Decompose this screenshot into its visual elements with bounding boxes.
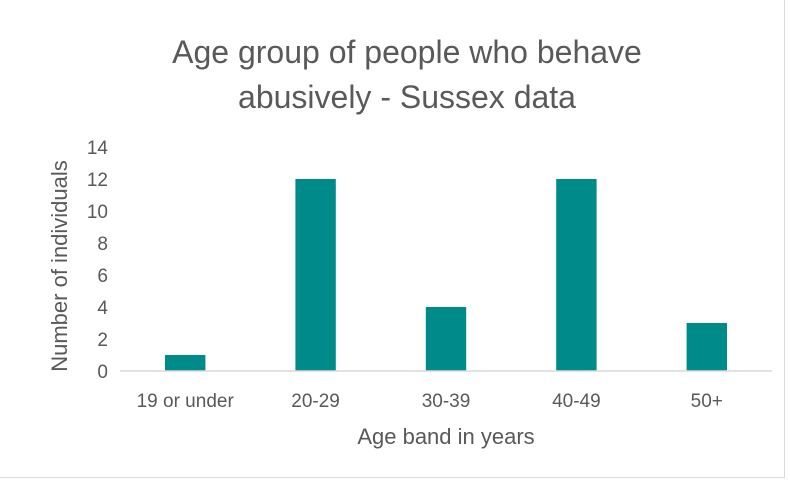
x-tick-label-4: 50+ (691, 391, 723, 412)
x-tick-label-2: 30-39 (422, 391, 471, 412)
y-tick-label-7: 14 (87, 138, 109, 159)
x-tick-labels: 19 or under 20-29 30-39 40-49 50+ (137, 391, 723, 412)
y-tick-label-5: 10 (87, 202, 108, 223)
bar-2 (425, 307, 467, 371)
y-tick-label-4: 8 (97, 234, 108, 255)
bar-3 (556, 179, 597, 371)
bar-0 (165, 355, 206, 371)
bars-group (165, 179, 727, 371)
chart-title-line-2: abusively - Sussex data (238, 79, 576, 115)
y-tick-labels: 0 2 4 6 8 10 12 14 (87, 138, 109, 383)
y-axis-title: Number of individuals (47, 160, 72, 372)
x-tick-label-0: 19 or under (137, 391, 235, 412)
bar-4 (686, 323, 727, 371)
y-tick-label-0: 0 (97, 362, 108, 383)
y-tick-label-6: 12 (87, 170, 108, 191)
y-tick-label-2: 4 (97, 298, 108, 319)
y-tick-label-3: 6 (97, 266, 108, 287)
chart-title-line-1: Age group of people who behave (172, 34, 642, 70)
x-tick-label-3: 40-49 (552, 391, 601, 412)
y-tick-label-1: 2 (97, 330, 108, 351)
x-tick-label-1: 20-29 (291, 391, 340, 412)
x-axis-title: Age band in years (357, 424, 534, 449)
bar-1 (295, 179, 336, 371)
